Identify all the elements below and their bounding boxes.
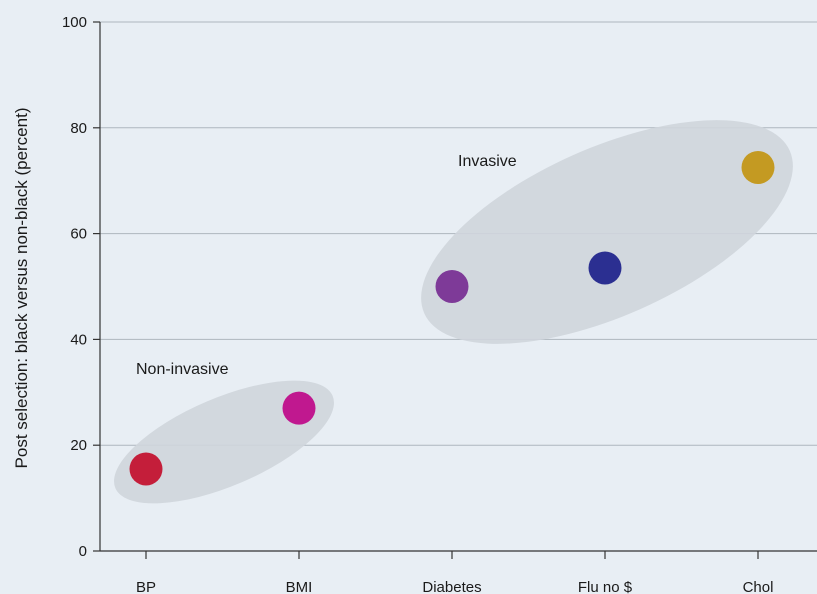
group-label-invasive: Invasive [458,153,517,170]
group-ellipse-non-invasive [114,380,334,504]
data-point-diabetes [435,270,469,303]
x-tick-label: BMI [286,579,313,594]
data-points [129,150,775,486]
y-tick-label: 40 [70,331,87,348]
x-tick-label: Flu no $ [578,579,633,594]
data-point-chol [741,150,775,184]
x-tick-label: Chol [743,579,774,594]
y-tick-label: 60 [70,226,87,243]
data-point-bp [129,452,163,486]
x-tick-label: Diabetes [422,579,481,594]
axes: 0 20 40 60 80 100 BP BMI Diabetes Flu no $ Chol [62,14,817,594]
y-tick-label: 0 [79,543,87,560]
y-tick-label: 80 [70,120,87,137]
y-axis-label: Post selection: black versus non-black (… [12,108,31,469]
group-ellipse-invasive [421,120,793,344]
data-point-bmi [282,391,316,425]
y-tick-label: 20 [70,437,87,454]
group-ellipses [114,120,793,504]
data-point-flu-no [588,251,622,285]
y-tick-label: 100 [62,14,87,31]
group-label-non-invasive: Non-invasive [136,361,229,378]
x-tick-label: BP [136,579,156,594]
